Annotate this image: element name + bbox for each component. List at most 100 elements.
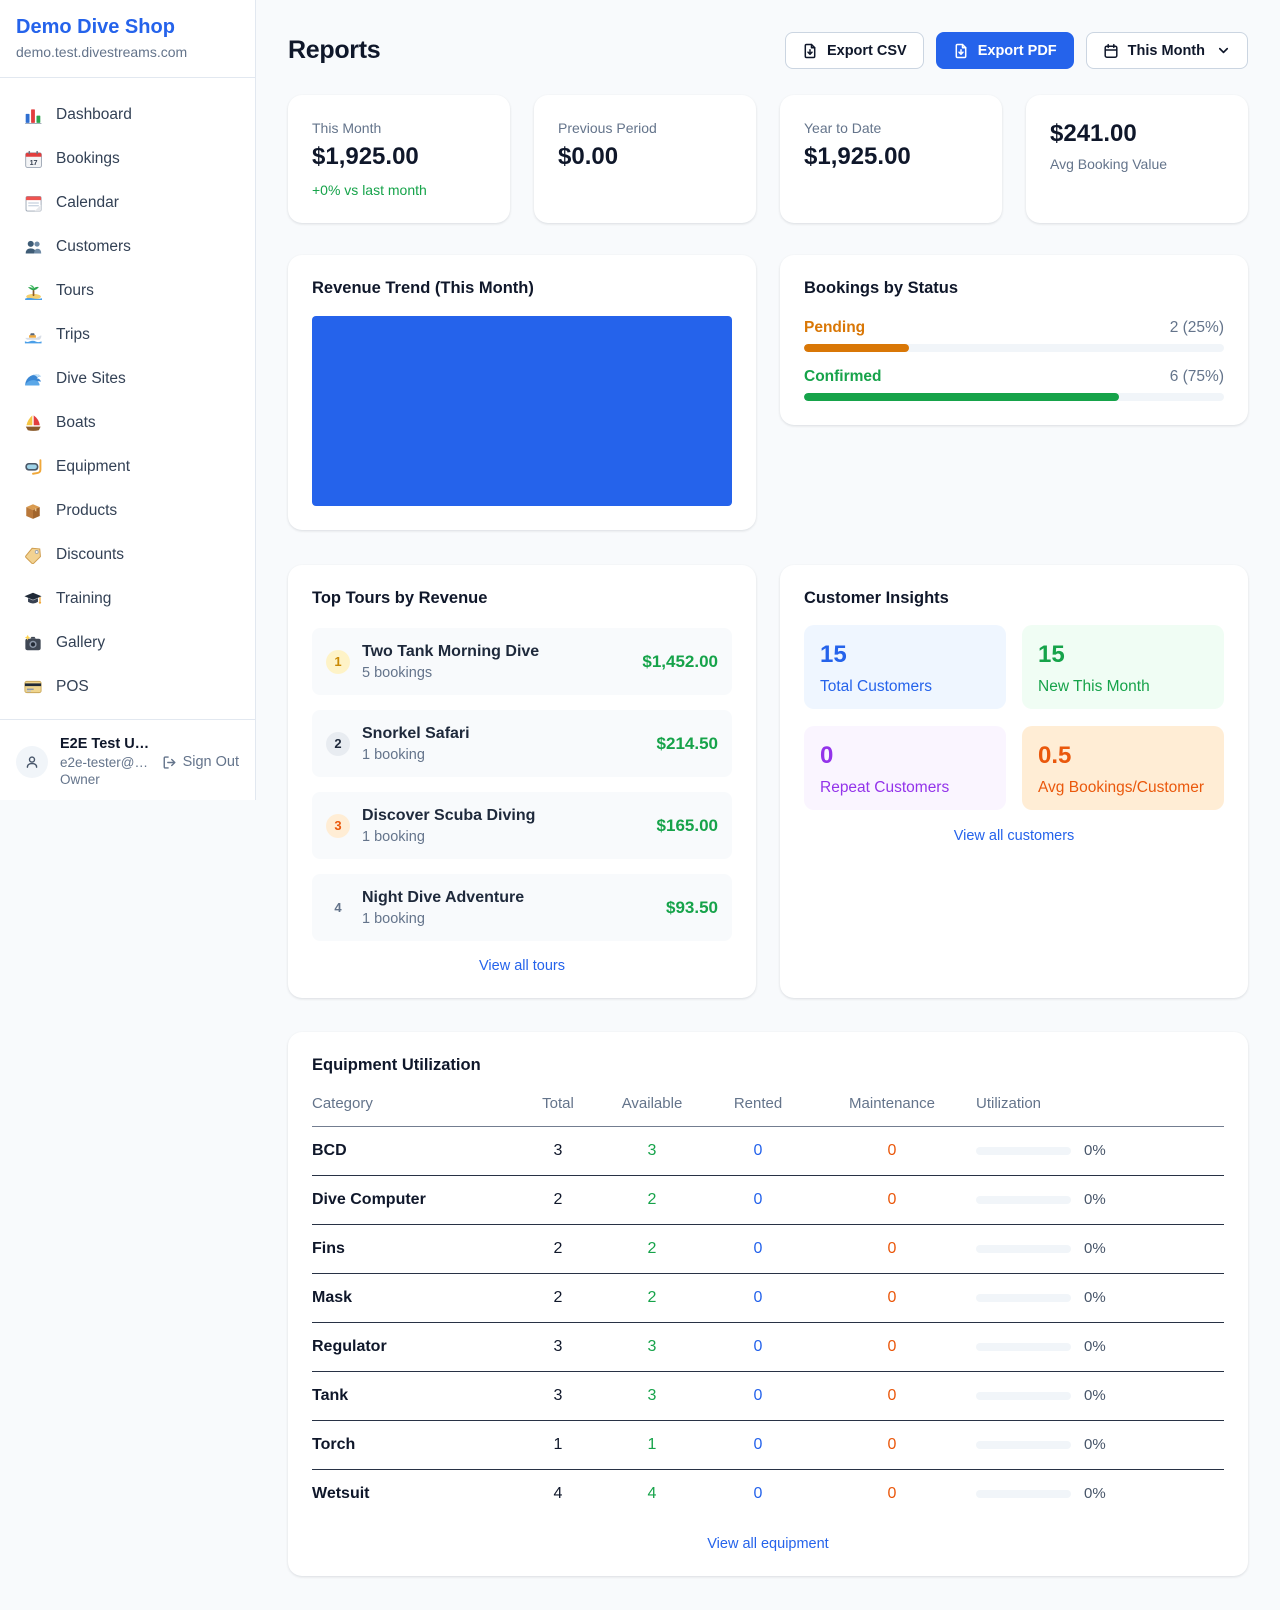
cell-category: Tank: [312, 1371, 520, 1421]
sidebar-item-tours[interactable]: Tours: [8, 271, 247, 311]
cell-available: 3: [596, 1322, 708, 1372]
rank-badge: 3: [326, 813, 350, 838]
cell-total: 3: [520, 1371, 596, 1421]
status-item-confirmed: Confirmed 6 (75%): [804, 368, 1224, 401]
cell-utilization: 0%: [976, 1470, 1224, 1519]
cell-category: Dive Computer: [312, 1175, 520, 1225]
tour-row: 3 Discover Scuba Diving 1 booking $165.0…: [312, 792, 732, 859]
equipment-icon: [24, 459, 42, 475]
table-row: Dive Computer 2 2 0 0 0%: [312, 1175, 1224, 1225]
cell-rented: 0: [708, 1371, 808, 1421]
utilization-percent: 0%: [1084, 1387, 1106, 1404]
progress-track: [804, 393, 1224, 401]
sign-out-button[interactable]: Sign Out: [162, 754, 239, 770]
table-row: BCD 3 3 0 0 0%: [312, 1126, 1224, 1176]
export-csv-button[interactable]: Export CSV: [784, 32, 924, 69]
cell-category: Regulator: [312, 1322, 520, 1372]
sidebar-item-label: Bookings: [56, 150, 120, 167]
progress-track: [804, 344, 1224, 352]
cell-maintenance: 0: [808, 1371, 976, 1421]
stat-card-previous-period: Previous Period $0.00: [534, 95, 756, 223]
sidebar-item-gallery[interactable]: Gallery: [8, 623, 247, 663]
file-download-icon: [804, 43, 816, 58]
cell-rented: 0: [708, 1420, 808, 1470]
tour-row: 4 Night Dive Adventure 1 booking $93.50: [312, 874, 732, 941]
sign-out-label: Sign Out: [182, 754, 239, 770]
table-row: Fins 2 2 0 0 0%: [312, 1224, 1224, 1274]
sidebar-item-dashboard[interactable]: Dashboard: [8, 95, 247, 135]
sidebar-item-label: Calendar: [56, 194, 119, 211]
utilization-bar: [976, 1245, 1071, 1253]
cell-available: 4: [647, 1485, 657, 1502]
view-all-equipment-link[interactable]: View all equipment: [707, 1536, 829, 1552]
sidebar-item-calendar[interactable]: Calendar: [8, 183, 247, 223]
cell-category: Mask: [312, 1273, 520, 1323]
table-row: Regulator 3 3 0 0 0%: [312, 1322, 1224, 1372]
cell-rented: 0: [708, 1126, 808, 1176]
stat-label: Year to Date: [804, 120, 882, 136]
bookings-by-status-card: Bookings by Status Pending 2 (25%) Confi…: [780, 255, 1248, 425]
cell-maintenance: 0: [808, 1273, 976, 1323]
column-header-maintenance: Maintenance: [808, 1087, 976, 1127]
sidebar-item-training[interactable]: Training: [8, 579, 247, 619]
status-value: 6 (75%): [1169, 368, 1224, 385]
cell-maintenance: 0: [808, 1322, 976, 1372]
table-row: Tank 3 3 0 0 0%: [312, 1371, 1224, 1421]
insight-label: New This Month: [1038, 678, 1150, 695]
training-icon: [24, 592, 42, 605]
cell-total: 3: [520, 1322, 596, 1372]
cell-available: 2: [596, 1175, 708, 1225]
cell-available: 2: [596, 1224, 708, 1274]
insight-grid: 15 Total Customers 15 New This Month 0 R…: [804, 625, 1224, 810]
progress-fill-confirmed: [804, 393, 1119, 401]
utilization-bar: [976, 1392, 1071, 1400]
sidebar-item-boats[interactable]: Boats: [8, 403, 247, 443]
stat-delta: +0% vs last month: [312, 182, 427, 198]
sidebar-item-customers[interactable]: Customers: [8, 227, 247, 267]
insight-tile-total-customers: 15 Total Customers: [804, 625, 1006, 709]
sidebar-item-label: Boats: [56, 414, 96, 431]
utilization-percent: 0%: [1084, 1289, 1106, 1306]
cell-maintenance: 0: [808, 1126, 976, 1176]
cell-category: Fins: [312, 1224, 520, 1274]
sidebar-item-dive-sites[interactable]: Dive Sites: [8, 359, 247, 399]
products-icon: [26, 504, 40, 519]
equipment-utilization-title: Equipment Utilization: [312, 1056, 481, 1074]
sidebar-item-products[interactable]: Products: [8, 491, 247, 531]
insight-tile-repeat-customers: 0 Repeat Customers: [804, 726, 1006, 810]
sidebar-item-equipment[interactable]: Equipment: [8, 447, 247, 487]
sidebar-item-label: Trips: [56, 326, 90, 343]
revenue-trend-card: Revenue Trend (This Month): [288, 255, 756, 530]
view-all-tours-link[interactable]: View all tours: [479, 958, 565, 974]
sidebar-item-trips[interactable]: Trips: [8, 315, 247, 355]
sidebar-item-label: Products: [56, 502, 118, 519]
progress-fill-pending: [804, 344, 909, 352]
sidebar-item-label: Discounts: [56, 546, 125, 563]
cell-rented: 0: [708, 1322, 808, 1372]
period-select[interactable]: This Month: [1085, 32, 1248, 69]
insight-label: Total Customers: [820, 678, 932, 695]
stat-card-avg-booking-value: $241.00 Avg Booking Value: [1026, 95, 1248, 223]
sidebar-item-discounts[interactable]: Discounts: [8, 535, 247, 575]
tour-bookings: 1 booking: [362, 746, 425, 763]
shop-domain: demo.test.divestreams.com: [16, 44, 188, 60]
page-header: Reports Export CSV Export PDF This Month: [288, 32, 1248, 69]
insight-value: 15: [1038, 641, 1065, 668]
cell-utilization: 0%: [976, 1420, 1224, 1470]
tour-main: Discover Scuba Diving 1 booking: [362, 806, 645, 846]
view-all-customers-link[interactable]: View all customers: [953, 828, 1075, 844]
gallery-icon: [24, 634, 41, 651]
customer-insights-card: Customer Insights 15 Total Customers 15 …: [780, 565, 1248, 998]
export-pdf-button[interactable]: Export PDF: [935, 32, 1074, 69]
stat-label: Avg Booking Value: [1050, 156, 1168, 172]
insights-row: Top Tours by Revenue 1 Two Tank Morning …: [288, 565, 1248, 998]
tour-revenue: $214.50: [656, 733, 718, 753]
main-content: Reports Export CSV Export PDF This Month…: [256, 0, 1280, 1608]
tour-main: Two Tank Morning Dive 5 bookings: [362, 642, 630, 682]
cell-utilization: 0%: [976, 1224, 1224, 1274]
utilization-bar: [976, 1147, 1071, 1155]
sidebar-item-pos[interactable]: POS: [8, 667, 247, 707]
column-header-utilization: Utilization: [976, 1087, 1224, 1127]
sidebar-item-bookings[interactable]: Bookings: [8, 139, 247, 179]
column-header-category: Category: [312, 1087, 520, 1127]
